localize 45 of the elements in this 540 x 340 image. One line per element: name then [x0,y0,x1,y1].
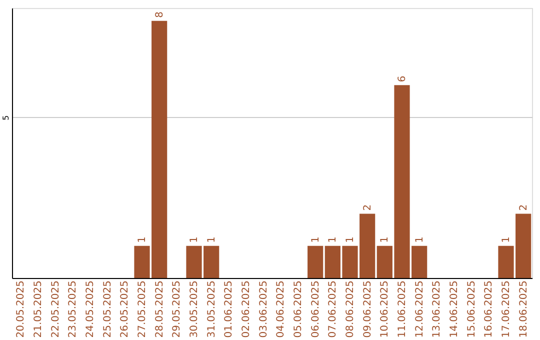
x-tick-label: 14.06.2025 [449,280,460,338]
data-label: 2 [518,204,530,211]
x-tick-label: 26.05.2025 [120,280,131,338]
data-label: 1 [328,236,339,243]
data-label: 1 [206,236,218,243]
x-tick-label: 15.06.2025 [466,280,478,338]
x-tick-label: 25.05.2025 [102,280,114,338]
x-tick-label: 12.06.2025 [414,280,426,338]
data-label: 1 [189,236,200,243]
x-tick-label: 22.05.2025 [50,280,62,338]
x-tick-label: 16.06.2025 [484,280,495,338]
x-tick-label: 29.05.2025 [172,280,183,338]
x-tick-label: 03.06.2025 [258,280,270,338]
x-tick-label: 04.06.2025 [276,280,287,338]
x-tick-label: 18.06.2025 [518,280,530,338]
x-tick-label: 13.06.2025 [432,280,443,338]
x-tick-label: 17.06.2025 [501,280,512,338]
x-tick-label: 31.05.2025 [206,280,218,338]
x-tick-label: 20.05.2025 [16,280,27,338]
x-tick-label: 08.06.2025 [345,280,356,338]
x-tick-label: 02.06.2025 [241,280,252,338]
data-label: 1 [137,236,148,243]
x-tick-label: 06.06.2025 [310,280,322,338]
data-label: 1 [310,236,322,243]
data-label: 6 [397,76,408,82]
x-tick-label: 21.05.2025 [33,280,44,338]
data-label: 8 [154,11,166,18]
x-tick-label: 11.06.2025 [397,280,408,338]
x-tick-label: 10.06.2025 [380,280,391,338]
bar [308,246,324,278]
x-tick-label: 27.05.2025 [137,280,148,338]
x-tick-label: 28.05.2025 [154,280,166,338]
data-label: 1 [414,236,426,243]
x-tick-label: 07.06.2025 [328,280,339,338]
data-label: 1 [345,236,356,243]
x-tick-label: 09.06.2025 [362,280,374,338]
x-tick-label: 30.05.2025 [189,280,200,338]
data-label: 1 [380,236,391,243]
y-tick-label: 5 [2,115,10,120]
x-tick-label: 23.05.2025 [68,280,79,338]
data-label: 1 [501,236,512,243]
x-tick-label: 24.05.2025 [85,280,96,338]
x-tick-label: 01.06.2025 [224,280,235,338]
data-label: 2 [362,204,374,211]
x-tick-label: 05.06.2025 [293,280,304,338]
